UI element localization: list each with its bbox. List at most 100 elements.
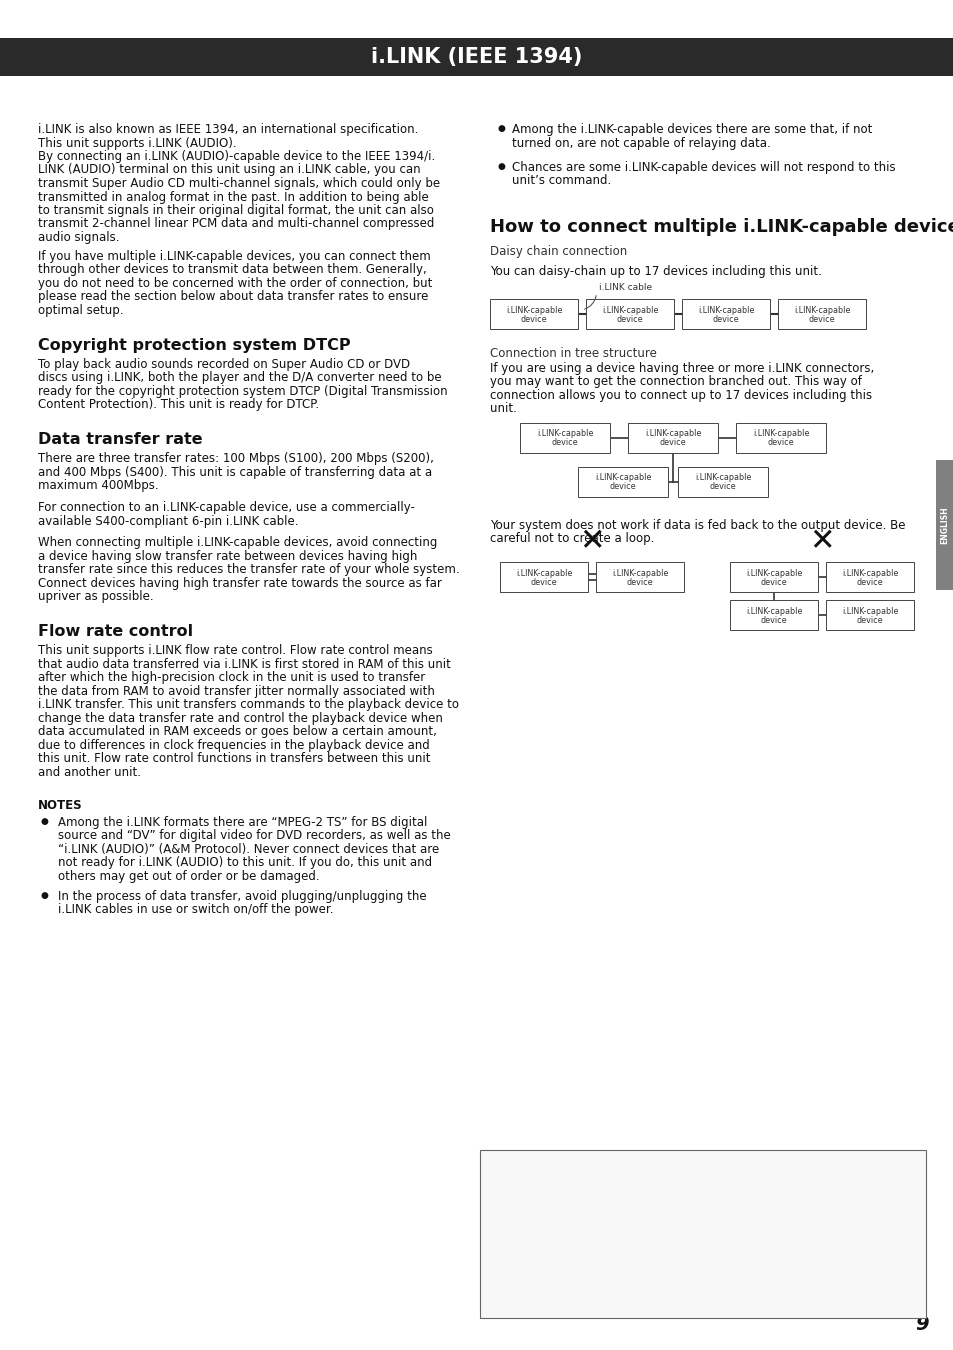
Text: i.LINK-capable: i.LINK-capable: [694, 474, 750, 482]
Bar: [519, 423, 609, 452]
Bar: [729, 601, 817, 630]
Text: unit’s command.: unit’s command.: [512, 174, 611, 188]
Text: transmit Super Audio CD multi-channel signals, which could only be: transmit Super Audio CD multi-channel si…: [38, 177, 439, 190]
Text: device: device: [760, 578, 786, 587]
Text: In the process of data transfer, avoid plugging/unplugging the: In the process of data transfer, avoid p…: [58, 890, 426, 903]
Text: i.LINK-capable: i.LINK-capable: [644, 429, 700, 439]
Text: “i.LINK (AUDIO)” (A&M Protocol). Never connect devices that are: “i.LINK (AUDIO)” (A&M Protocol). Never c…: [58, 842, 438, 856]
Text: device: device: [609, 482, 636, 491]
Text: transfer rate since this reduces the transfer rate of your whole system.: transfer rate since this reduces the tra…: [38, 563, 459, 576]
Text: a device having slow transfer rate between devices having high: a device having slow transfer rate betwe…: [38, 549, 417, 563]
Text: i.LINK-capable: i.LINK-capable: [697, 306, 754, 315]
Text: The i.LINK interface of this unit is designed in accordance with the: The i.LINK interface of this unit is des…: [490, 1164, 882, 1177]
Text: For connection to an i.LINK-capable device, use a commercially-: For connection to an i.LINK-capable devi…: [38, 501, 415, 514]
Text: i.LINK-capable: i.LINK-capable: [752, 429, 808, 439]
Text: By connecting an i.LINK (AUDIO)-capable device to the IEEE 1394/i.: By connecting an i.LINK (AUDIO)-capable …: [38, 150, 435, 163]
Text: When connecting multiple i.LINK-capable devices, avoid connecting: When connecting multiple i.LINK-capable …: [38, 536, 436, 549]
Bar: [490, 298, 578, 329]
Text: device: device: [530, 578, 557, 587]
Bar: [825, 601, 913, 630]
Bar: [681, 298, 769, 329]
Bar: [596, 563, 683, 593]
Text: Among the i.LINK formats there are “MPEG-2 TS” for BS digital: Among the i.LINK formats there are “MPEG…: [58, 815, 427, 829]
Text: i.LINK transfer. This unit transfers commands to the playback device to: i.LINK transfer. This unit transfers com…: [38, 698, 458, 711]
Text: transmit 2-channel linear PCM data and multi-channel compressed: transmit 2-channel linear PCM data and m…: [38, 217, 434, 231]
Text: and 400 Mbps (S400). This unit is capable of transferring data at a: and 400 Mbps (S400). This unit is capabl…: [38, 466, 432, 479]
Bar: [935, 460, 953, 590]
Text: to transmit signals in their original digital format, the unit can also: to transmit signals in their original di…: [38, 204, 434, 217]
Text: 2) Audio and Music Data Transmission Protocol 2.0: 2) Audio and Music Data Transmission Pro…: [490, 1218, 791, 1231]
Text: i.LINK-capable: i.LINK-capable: [745, 570, 801, 578]
Text: i.LINK-capable: i.LINK-capable: [516, 570, 572, 578]
Text: Copyright protection system DTCP: Copyright protection system DTCP: [38, 338, 351, 352]
Text: Flow rate control: Flow rate control: [38, 624, 193, 639]
Text: i.LINK-capable: i.LINK-capable: [793, 306, 849, 315]
Text: device: device: [712, 315, 739, 324]
Text: turned on, are not capable of relaying data.: turned on, are not capable of relaying d…: [512, 136, 770, 150]
Bar: [578, 467, 667, 497]
Bar: [0, 38, 953, 76]
Text: Data transfer rate: Data transfer rate: [38, 432, 202, 447]
Text: change the data transfer rate and control the playback device when: change the data transfer rate and contro…: [38, 711, 442, 725]
Text: Content Protection). This unit is ready for DTCP.: Content Protection). This unit is ready …: [38, 398, 319, 412]
Text: data accumulated in RAM exceeds or goes below a certain amount,: data accumulated in RAM exceeds or goes …: [38, 725, 436, 738]
Text: ENGLISH: ENGLISH: [940, 506, 948, 544]
Text: device: device: [520, 315, 547, 324]
Text: source and “DV” for digital video for DVD recorders, as well as the: source and “DV” for digital video for DV…: [58, 829, 450, 842]
Text: Your system does not work if data is fed back to the output device. Be: Your system does not work if data is fed…: [490, 518, 904, 532]
Bar: [585, 298, 673, 329]
FancyArrowPatch shape: [584, 296, 596, 309]
Text: through other devices to transmit data between them. Generally,: through other devices to transmit data b…: [38, 263, 426, 277]
Text: ●: ●: [497, 162, 505, 171]
Text: You can daisy-chain up to 17 devices including this unit.: You can daisy-chain up to 17 devices inc…: [490, 265, 821, 278]
Text: NOTES: NOTES: [38, 799, 83, 813]
Bar: [729, 563, 817, 593]
Text: device: device: [760, 616, 786, 625]
Text: If you have multiple i.LINK-capable devices, you can connect them: If you have multiple i.LINK-capable devi…: [38, 250, 431, 263]
Text: i.LINK-capable: i.LINK-capable: [505, 306, 561, 315]
Text: discs using i.LINK, both the player and the D/A converter need to be: discs using i.LINK, both the player and …: [38, 371, 441, 385]
Text: Connection in tree structure: Connection in tree structure: [490, 347, 657, 360]
Text: i.LINK-capable: i.LINK-capable: [601, 306, 658, 315]
Text: Among the i.LINK-capable devices there are some that, if not: Among the i.LINK-capable devices there a…: [512, 123, 871, 136]
Text: device: device: [551, 439, 578, 447]
Text: upriver as possible.: upriver as possible.: [38, 590, 153, 603]
Text: There are three transfer rates: 100 Mbps (S100), 200 Mbps (S200),: There are three transfer rates: 100 Mbps…: [38, 452, 434, 466]
Text: device: device: [709, 482, 736, 491]
Text: i.LINK cables in use or switch on/off the power.: i.LINK cables in use or switch on/off th…: [58, 903, 334, 917]
Text: LINK (AUDIO) terminal on this unit using an i.LINK cable, you can: LINK (AUDIO) terminal on this unit using…: [38, 163, 420, 177]
Text: ✕: ✕: [578, 528, 604, 556]
Text: This unit supports i.LINK (AUDIO).: This unit supports i.LINK (AUDIO).: [38, 136, 236, 150]
Text: Connect devices having high transfer rate towards the source as far: Connect devices having high transfer rat…: [38, 576, 441, 590]
Text: device: device: [856, 578, 882, 587]
Text: following specifications:: following specifications:: [490, 1177, 631, 1191]
Text: i.LINK-capable: i.LINK-capable: [745, 608, 801, 616]
Bar: [735, 423, 825, 452]
Text: 1) IEEE Std 1394a-2000, Standard for a High Performance Serial Bus: 1) IEEE Std 1394a-2000, Standard for a H…: [490, 1204, 897, 1218]
Text: and another unit.: and another unit.: [38, 765, 141, 779]
Text: careful not to create a loop.: careful not to create a loop.: [490, 532, 654, 545]
Bar: [778, 298, 865, 329]
Text: i.LINK-capable: i.LINK-capable: [841, 570, 897, 578]
Text: i.LINK (IEEE 1394): i.LINK (IEEE 1394): [371, 47, 582, 68]
Bar: [627, 423, 718, 452]
Text: device: device: [808, 315, 835, 324]
Text: the data from RAM to avoid transfer jitter normally associated with: the data from RAM to avoid transfer jitt…: [38, 684, 435, 698]
Bar: [499, 563, 587, 593]
Bar: [678, 467, 767, 497]
Text: ✕: ✕: [808, 528, 834, 556]
Text: If you are using a device having three or more i.LINK connectors,: If you are using a device having three o…: [490, 362, 873, 375]
Bar: [825, 563, 913, 593]
Text: device: device: [856, 616, 882, 625]
Text: device: device: [626, 578, 653, 587]
Text: transmitted in analog format in the past. In addition to being able: transmitted in analog format in the past…: [38, 190, 428, 204]
Text: ●: ●: [41, 891, 49, 900]
Bar: [479, 1150, 925, 1318]
Text: i.LINK-capable: i.LINK-capable: [537, 429, 593, 439]
Text: device: device: [659, 439, 685, 447]
Text: available S400-compliant 6-pin i.LINK cable.: available S400-compliant 6-pin i.LINK ca…: [38, 514, 298, 528]
Text: Daisy chain connection: Daisy chain connection: [490, 244, 626, 258]
Text: device: device: [616, 315, 642, 324]
Text: please read the section below about data transfer rates to ensure: please read the section below about data…: [38, 290, 428, 304]
Text: connection allows you to connect up to 17 devices including this: connection allows you to connect up to 1…: [490, 389, 871, 402]
